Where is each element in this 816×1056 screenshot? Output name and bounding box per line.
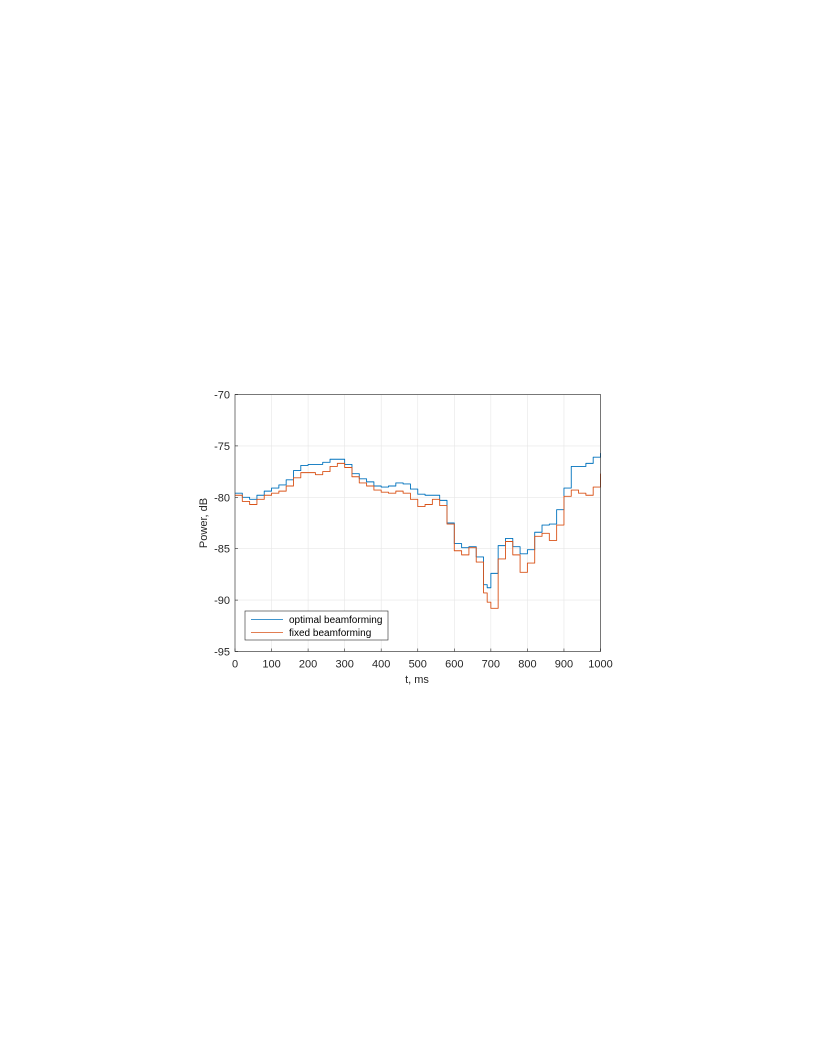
x-tick-label: 300: [335, 659, 353, 671]
x-tick-label: 600: [445, 659, 463, 671]
legend-label-fixed: fixed beamforming: [289, 628, 371, 639]
ticks: 0 100 200 300 400 500 600 700 800 900 1000 -70 -75 -8…: [214, 390, 613, 671]
y-tick-label: -70: [214, 390, 230, 402]
x-tick-label: 500: [409, 659, 427, 671]
x-axis-label: t, ms: [405, 674, 429, 686]
y-tick-label: -90: [214, 595, 230, 607]
y-tick-label: -95: [214, 647, 230, 659]
x-tick-label: 900: [555, 659, 573, 671]
x-tick-label: 400: [372, 659, 390, 671]
x-tick-label: 1000: [588, 659, 612, 671]
legend: optimal beamforming fixed beamforming: [244, 610, 389, 641]
x-tick-label: 0: [232, 659, 238, 671]
y-tick-label: -80: [214, 492, 230, 504]
x-tick-label: 100: [262, 659, 280, 671]
y-axis-label: Power, dB: [198, 498, 210, 548]
series-line-0: [235, 453, 601, 589]
series-layer: [235, 453, 601, 609]
legend-label-optimal: optimal beamforming: [289, 615, 382, 626]
y-tick-label: -75: [214, 441, 230, 453]
series-line-1: [235, 462, 601, 609]
y-tick-label: -85: [214, 544, 230, 556]
x-tick-label: 700: [482, 659, 500, 671]
x-tick-label: 800: [518, 659, 536, 671]
legend-box: [244, 610, 389, 641]
x-tick-label: 200: [299, 659, 317, 671]
